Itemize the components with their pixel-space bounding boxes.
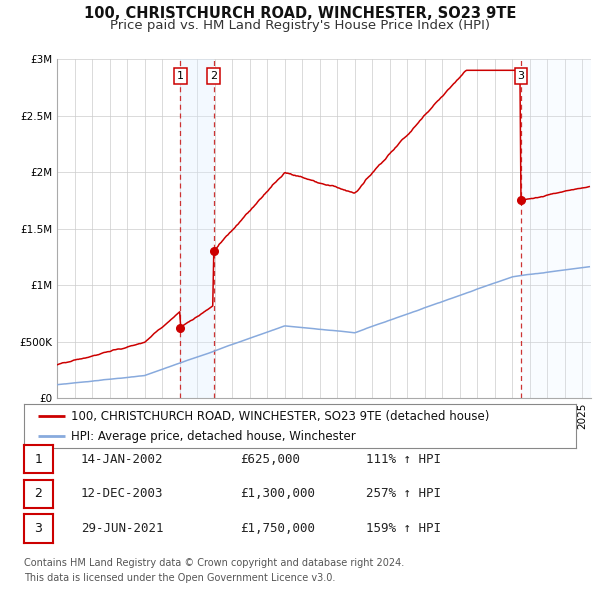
Text: 12-DEC-2003: 12-DEC-2003 xyxy=(81,487,163,500)
Text: 100, CHRISTCHURCH ROAD, WINCHESTER, SO23 9TE: 100, CHRISTCHURCH ROAD, WINCHESTER, SO23… xyxy=(84,6,516,21)
Text: 111% ↑ HPI: 111% ↑ HPI xyxy=(366,453,441,466)
Text: 3: 3 xyxy=(517,71,524,81)
Text: 100, CHRISTCHURCH ROAD, WINCHESTER, SO23 9TE (detached house): 100, CHRISTCHURCH ROAD, WINCHESTER, SO23… xyxy=(71,409,489,422)
Text: 1: 1 xyxy=(34,453,43,466)
Text: Price paid vs. HM Land Registry's House Price Index (HPI): Price paid vs. HM Land Registry's House … xyxy=(110,19,490,32)
Text: £625,000: £625,000 xyxy=(240,453,300,466)
Text: Contains HM Land Registry data © Crown copyright and database right 2024.: Contains HM Land Registry data © Crown c… xyxy=(24,558,404,568)
Text: 3: 3 xyxy=(34,522,43,535)
Text: 29-JUN-2021: 29-JUN-2021 xyxy=(81,522,163,535)
Text: HPI: Average price, detached house, Winchester: HPI: Average price, detached house, Winc… xyxy=(71,430,356,443)
Text: 257% ↑ HPI: 257% ↑ HPI xyxy=(366,487,441,500)
Text: This data is licensed under the Open Government Licence v3.0.: This data is licensed under the Open Gov… xyxy=(24,573,335,583)
Text: £1,300,000: £1,300,000 xyxy=(240,487,315,500)
Text: £1,750,000: £1,750,000 xyxy=(240,522,315,535)
Text: 1: 1 xyxy=(177,71,184,81)
Bar xyxy=(180,59,214,398)
Text: 2: 2 xyxy=(210,71,217,81)
Bar xyxy=(521,59,591,398)
Text: 159% ↑ HPI: 159% ↑ HPI xyxy=(366,522,441,535)
Text: 2: 2 xyxy=(34,487,43,500)
Text: 14-JAN-2002: 14-JAN-2002 xyxy=(81,453,163,466)
